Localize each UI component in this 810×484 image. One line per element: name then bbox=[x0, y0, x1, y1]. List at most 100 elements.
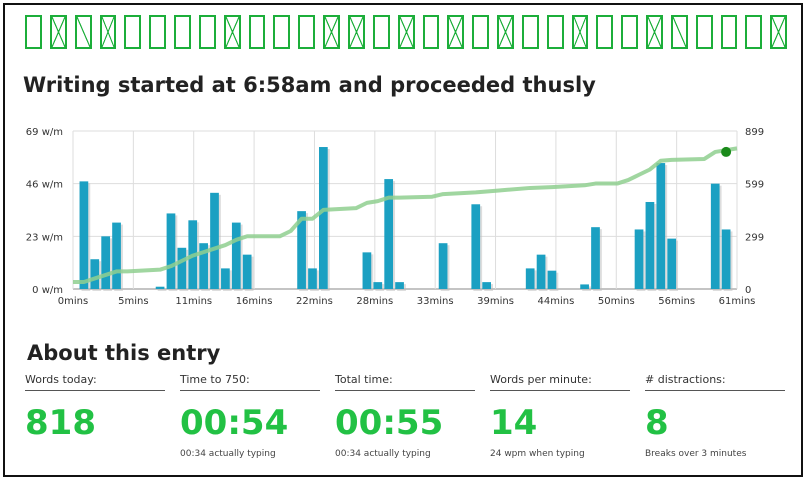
placeholder-glyph bbox=[347, 15, 365, 49]
placeholder-glyph bbox=[74, 15, 92, 49]
bar bbox=[536, 254, 546, 289]
x-tick-label: 33mins bbox=[417, 296, 454, 307]
bar bbox=[90, 259, 100, 289]
x-tick-label: 61mins bbox=[719, 296, 756, 307]
stat-value: 8 bbox=[645, 403, 669, 443]
stat-total-time: Total time: 00:55 00:34 actually typing bbox=[335, 373, 475, 459]
placeholder-glyph bbox=[745, 15, 763, 49]
bar bbox=[79, 181, 89, 289]
bar bbox=[721, 229, 731, 289]
bar bbox=[210, 192, 219, 289]
bar bbox=[667, 238, 677, 289]
bar bbox=[231, 222, 241, 289]
bar bbox=[438, 243, 448, 289]
stat-words-per-minute: Words per minute: 14 24 wpm when typing bbox=[490, 373, 630, 459]
x-tick-label: 39mins bbox=[477, 296, 514, 307]
bar bbox=[710, 183, 720, 289]
bar bbox=[656, 163, 666, 289]
stat-value: 00:55 bbox=[335, 403, 444, 443]
bar-shadow bbox=[157, 288, 167, 291]
y-left-tick-label: 46 w/m bbox=[26, 180, 63, 191]
bar bbox=[384, 179, 394, 289]
y-right-tick-label: 899 bbox=[745, 127, 764, 138]
stat-sub: 00:34 actually typing bbox=[180, 449, 276, 459]
x-tick-label: 56mins bbox=[658, 296, 695, 307]
x-tick-label: 5mins bbox=[118, 296, 148, 307]
stat-label: Words today: bbox=[25, 373, 165, 391]
x-tick-label: 22mins bbox=[296, 296, 333, 307]
stat-sub: Breaks over 3 minutes bbox=[645, 449, 747, 459]
placeholder-glyph bbox=[720, 15, 738, 49]
y-left-tick-label: 23 w/m bbox=[26, 232, 63, 243]
placeholder-glyph bbox=[497, 15, 514, 49]
stat-words-today: Words today: 818 bbox=[25, 373, 165, 449]
placeholder-glyph bbox=[273, 15, 291, 49]
placeholder-glyph bbox=[596, 15, 614, 49]
bar bbox=[242, 254, 252, 289]
y-left-tick-label: 0 w/m bbox=[32, 285, 63, 296]
bar bbox=[591, 227, 600, 289]
placeholder-glyph bbox=[25, 15, 42, 49]
placeholder-glyph bbox=[124, 15, 142, 49]
bar bbox=[395, 282, 404, 289]
stat-label: # distractions: bbox=[645, 373, 785, 391]
y-right-tick-label: 299 bbox=[745, 232, 764, 243]
bar bbox=[373, 282, 383, 289]
bar bbox=[221, 268, 230, 289]
placeholder-glyph bbox=[472, 15, 490, 49]
placeholder-glyph bbox=[422, 15, 440, 49]
y-right-tick-label: 599 bbox=[745, 180, 764, 191]
bar bbox=[166, 213, 176, 289]
placeholder-glyph bbox=[571, 15, 589, 49]
y-right-tick-label: 0 bbox=[745, 285, 751, 296]
entry-frame: Writing started at 6:58am and proceeded … bbox=[3, 3, 803, 477]
placeholder-glyph bbox=[670, 15, 688, 49]
stat-value: 818 bbox=[25, 403, 96, 443]
stat-time-to-750: Time to 750: 00:54 00:34 actually typing bbox=[180, 373, 320, 459]
placeholder-glyph bbox=[298, 15, 316, 49]
placeholder-glyph bbox=[174, 15, 191, 49]
bar bbox=[362, 252, 372, 289]
y-left-tick-label: 69 w/m bbox=[26, 127, 63, 138]
bar bbox=[634, 229, 644, 289]
x-tick-label: 16mins bbox=[236, 296, 273, 307]
bar bbox=[177, 247, 187, 289]
placeholder-glyph bbox=[646, 15, 663, 49]
bar bbox=[471, 204, 481, 289]
placeholder-glyph bbox=[397, 15, 415, 49]
placeholder-glyph bbox=[695, 15, 713, 49]
placeholder-glyph bbox=[99, 15, 117, 49]
bar bbox=[319, 147, 328, 289]
section-title: About this entry bbox=[27, 341, 221, 365]
stat-sub: 00:34 actually typing bbox=[335, 449, 431, 459]
bar bbox=[580, 284, 589, 289]
cumulative-words-line bbox=[73, 146, 738, 284]
stat-label: Words per minute: bbox=[490, 373, 630, 391]
placeholder-glyph bbox=[223, 15, 241, 49]
placeholder-glyph bbox=[546, 15, 564, 49]
bar bbox=[547, 270, 557, 289]
stat-label: Total time: bbox=[335, 373, 475, 391]
bar bbox=[155, 286, 165, 289]
placeholder-glyph bbox=[149, 15, 167, 49]
placeholder-glyph bbox=[248, 15, 266, 49]
stat-sub: 24 wpm when typing bbox=[490, 449, 585, 459]
bar bbox=[525, 268, 535, 289]
stat-value: 00:54 bbox=[180, 403, 289, 443]
bar bbox=[645, 201, 655, 289]
placeholder-glyph-banner bbox=[25, 15, 795, 55]
bar bbox=[297, 211, 306, 289]
bar bbox=[482, 282, 491, 289]
stat-label: Time to 750: bbox=[180, 373, 320, 391]
current-point-marker bbox=[721, 146, 732, 157]
stat-value: 14 bbox=[490, 403, 538, 443]
x-tick-label: 44mins bbox=[538, 296, 575, 307]
x-tick-label: 0mins bbox=[58, 296, 88, 307]
bar bbox=[101, 236, 111, 289]
x-tick-label: 50mins bbox=[598, 296, 635, 307]
bar bbox=[112, 222, 121, 289]
placeholder-glyph bbox=[323, 15, 340, 49]
placeholder-glyph bbox=[49, 15, 67, 49]
placeholder-glyph bbox=[621, 15, 639, 49]
stat-distractions: # distractions: 8 Breaks over 3 minutes bbox=[645, 373, 785, 459]
